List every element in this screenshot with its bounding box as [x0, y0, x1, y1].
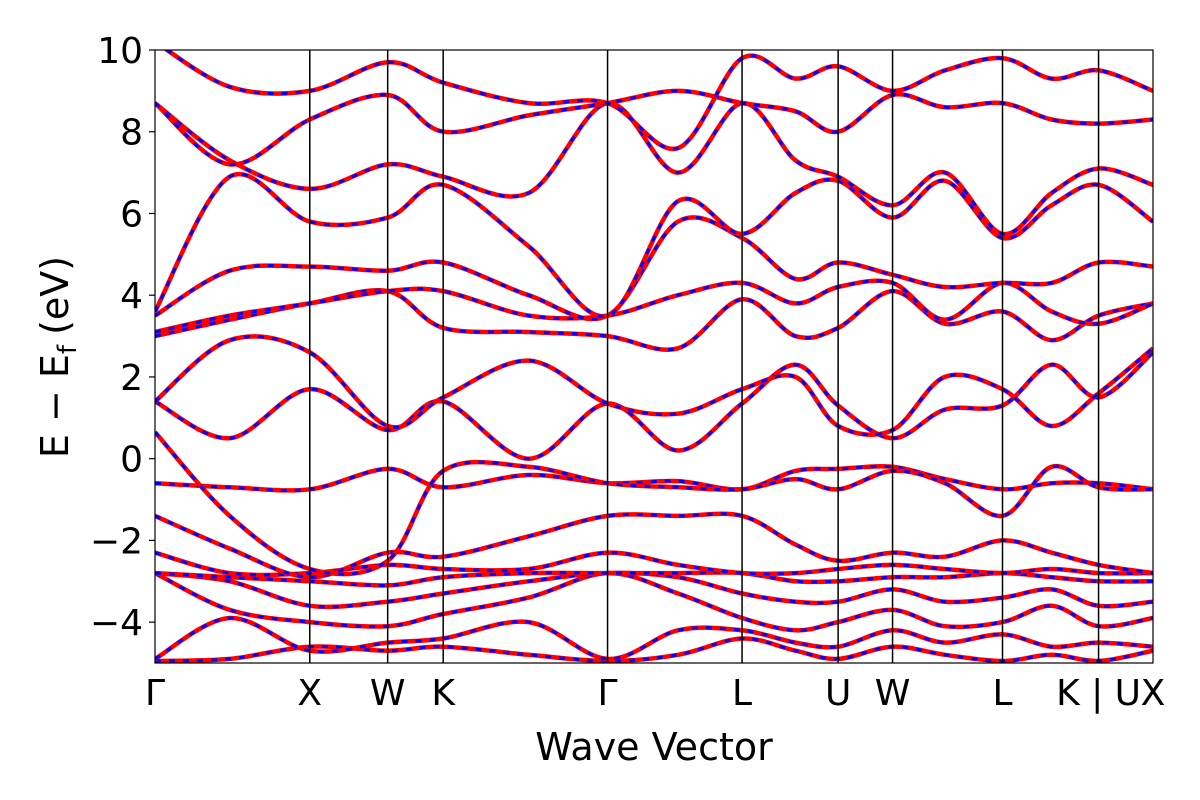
band-line-dashed-7: [155, 512, 1153, 579]
y-axis-label-unit: (eV): [33, 256, 77, 335]
x-tick-label-8: W: [875, 673, 911, 714]
x-tick-label-2: X: [297, 673, 322, 714]
band-line-dashed-11: [155, 335, 1153, 437]
band-line-dashed-9: [155, 431, 1153, 576]
band-line-solid-11: [155, 334, 1153, 437]
band-line-solid-10: [155, 350, 1153, 461]
y-axis-label-subscript: f: [53, 344, 83, 354]
y-tick-label-1: 10: [97, 31, 143, 72]
x-tick-label-9: L: [992, 673, 1012, 714]
band-lines: [155, 50, 1153, 663]
band-line-dashed-15: [155, 172, 1153, 318]
x-tick-label-4: K: [431, 673, 456, 714]
x-axis-label: Wave Vector: [535, 725, 773, 769]
band-line-dashed-3: [155, 571, 1153, 632]
y-tick-label-8: −4: [90, 603, 143, 644]
high-symmetry-lines: [309, 50, 1100, 663]
y-tick-label-6: 0: [120, 440, 143, 481]
band-line-solid-12: [155, 288, 1153, 352]
x-tick-label-7: U: [825, 673, 851, 714]
band-line-dashed-8: [155, 464, 1153, 492]
y-tick-label-2: 8: [120, 113, 143, 154]
band-line-dashed-12: [155, 288, 1153, 352]
y-tick-label-3: 6: [120, 194, 143, 235]
band-line-dashed-2: [155, 616, 1153, 661]
band-line-solid-9: [155, 430, 1153, 577]
x-tick-label-3: W: [370, 673, 406, 714]
band-line-solid-13: [155, 278, 1153, 335]
x-tick-label-5: Γ: [598, 673, 618, 714]
band-line-dashed-10: [155, 351, 1153, 461]
y-tick-label-5: 2: [120, 358, 143, 399]
y-axis-label-main: E − E: [33, 354, 77, 458]
x-tick-label-10: K | U: [1056, 673, 1141, 714]
band-line-dashed-4: [155, 571, 1153, 609]
x-tick-label-11: X: [1141, 673, 1166, 714]
band-line-solid-15: [155, 171, 1153, 319]
plot-frame: [154, 49, 1154, 664]
x-tick-label-6: L: [732, 673, 752, 714]
y-tick-label-4: 4: [120, 276, 143, 317]
y-axis-ticks: 10 8 6 4 2 0 −2 −4: [90, 31, 155, 644]
y-axis-label: E − Ef (eV): [33, 256, 83, 458]
band-line-solid-6: [155, 550, 1153, 578]
x-tick-label-1: Γ: [145, 673, 165, 714]
band-line-dashed-18: [164, 50, 1153, 151]
y-tick-label-7: −2: [90, 521, 143, 562]
